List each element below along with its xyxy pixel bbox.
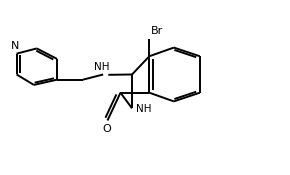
Text: NH: NH xyxy=(94,62,109,72)
Text: N: N xyxy=(11,41,19,51)
Text: O: O xyxy=(102,124,111,134)
Text: NH: NH xyxy=(136,104,152,114)
Text: Br: Br xyxy=(151,26,163,36)
